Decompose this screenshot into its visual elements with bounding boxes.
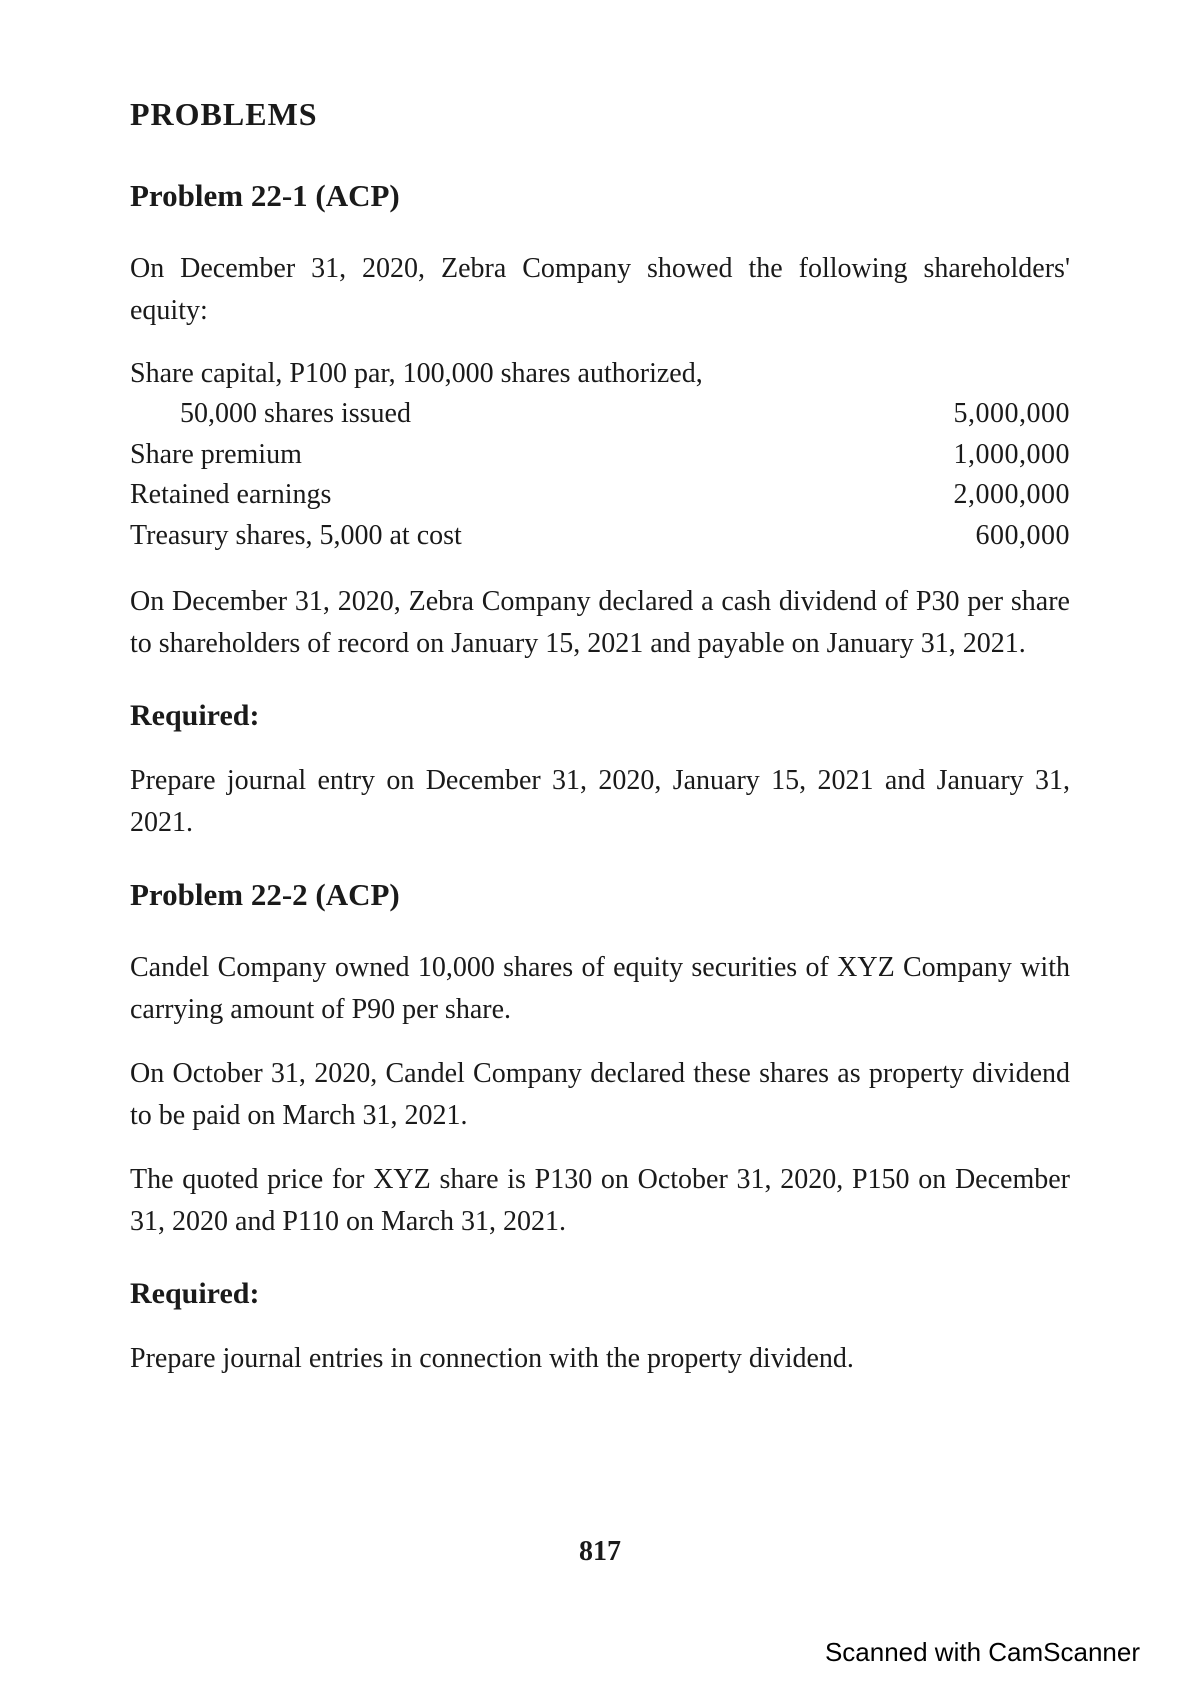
page-number: 817 bbox=[0, 1536, 1200, 1568]
equity-value: 5,000,000 bbox=[910, 394, 1070, 435]
required-heading-1: Required: bbox=[130, 693, 1070, 738]
scanner-watermark: Scanned with CamScanner bbox=[825, 1637, 1140, 1668]
problem-1-required-text: Prepare journal entry on December 31, 20… bbox=[130, 760, 1070, 844]
equity-value: 2,000,000 bbox=[910, 475, 1070, 516]
problem-2-para2: On October 31, 2020, Candel Company decl… bbox=[130, 1053, 1070, 1137]
equity-row-4: Treasury shares, 5,000 at cost 600,000 bbox=[130, 516, 1070, 557]
problem-1-intro: On December 31, 2020, Zebra Company show… bbox=[130, 248, 1070, 332]
required-heading-2: Required: bbox=[130, 1271, 1070, 1316]
equity-row-2: Share premium 1,000,000 bbox=[130, 435, 1070, 476]
equity-label: Share premium bbox=[130, 435, 910, 476]
problem-2-para1: Candel Company owned 10,000 shares of eq… bbox=[130, 947, 1070, 1031]
equity-value: 600,000 bbox=[910, 516, 1070, 557]
page-content: PROBLEMS Problem 22-1 (ACP) On December … bbox=[130, 90, 1070, 1380]
equity-row-1b: 50,000 shares issued 5,000,000 bbox=[130, 394, 1070, 435]
problem-2-para3: The quoted price for XYZ share is P130 o… bbox=[130, 1159, 1070, 1243]
equity-label: 50,000 shares issued bbox=[130, 394, 910, 435]
problem-1-title: Problem 22-1 (ACP) bbox=[130, 173, 1070, 220]
problem-1-para2: On December 31, 2020, Zebra Company decl… bbox=[130, 581, 1070, 665]
equity-label: Treasury shares, 5,000 at cost bbox=[130, 516, 910, 557]
problem-2-title: Problem 22-2 (ACP) bbox=[130, 872, 1070, 919]
equity-label: Share capital, P100 par, 100,000 shares … bbox=[130, 354, 910, 395]
equity-table: Share capital, P100 par, 100,000 shares … bbox=[130, 354, 1070, 557]
problem-2-required-text: Prepare journal entries in connection wi… bbox=[130, 1338, 1070, 1380]
equity-row-1a: Share capital, P100 par, 100,000 shares … bbox=[130, 354, 1070, 395]
equity-row-3: Retained earnings 2,000,000 bbox=[130, 475, 1070, 516]
equity-value: 1,000,000 bbox=[910, 435, 1070, 476]
equity-label: Retained earnings bbox=[130, 475, 910, 516]
section-heading: PROBLEMS bbox=[130, 90, 1070, 138]
